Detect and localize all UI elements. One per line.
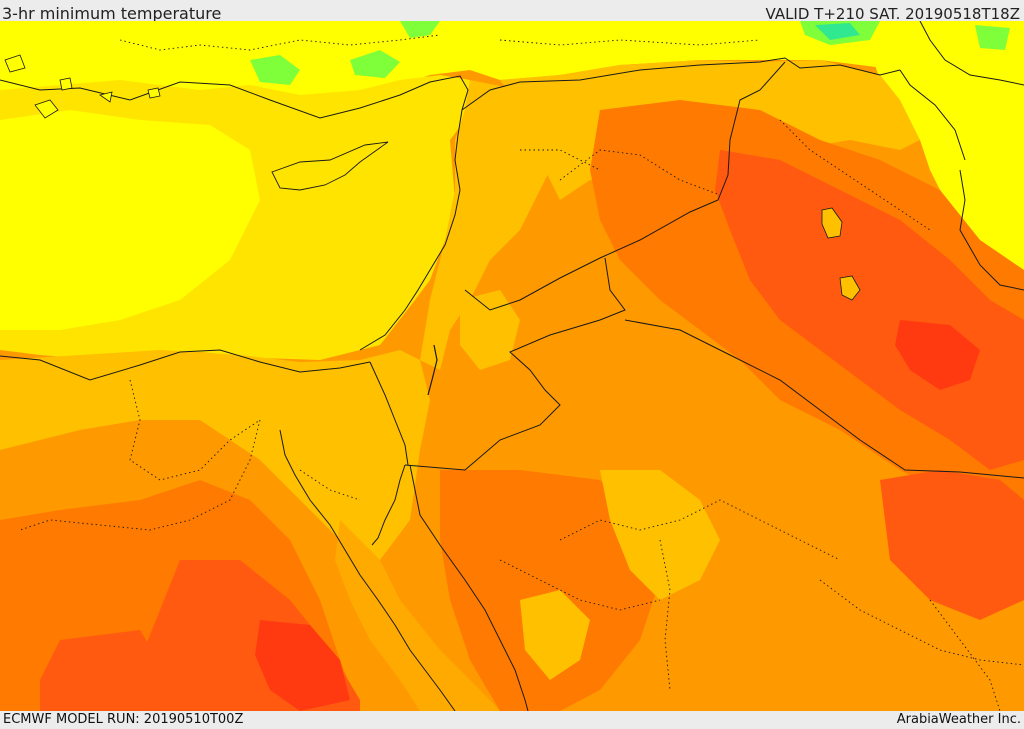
field-red-sea [335,520,500,711]
field-arabia-deep [440,470,660,711]
map-canvas [0,21,1024,711]
coastline-suez [279,429,456,711]
map-title: 3-hr minimum temperature [2,4,222,23]
border-syria-turkey [461,57,901,111]
aegean-islands [4,54,161,119]
lake-habbaniyah [839,275,861,301]
credit-label: ArabiaWeather Inc. [896,712,1021,727]
field-jordan-light [460,290,520,370]
coastline-turkey [0,75,469,191]
border-iraq-iran [899,69,966,161]
field-northeast-yellow [870,21,1024,290]
field-gulf-hot [880,470,1024,620]
coastline-arabia [409,464,529,711]
field-iraq-core [895,320,980,390]
coastline-gulf [959,169,1024,291]
field-med-west [0,110,260,330]
admin-boundaries [19,34,1024,711]
header-bar: 3-hr minimum temperature VALID T+210 SAT… [0,0,1024,23]
field-arabia-light [600,470,720,600]
dead-sea [427,344,438,396]
field-green-north [400,21,440,38]
border-jordan-saudi [404,257,626,471]
field-hejaz-light [520,590,590,680]
field-north-yellow [0,21,1024,250]
border-iraq-saudi [624,319,1024,479]
border-syria-iraq [464,61,786,311]
valid-time-label: VALID T+210 SAT. 20190518T18Z [765,5,1020,23]
field-iraq-hot [715,150,1024,470]
model-run-label: ECMWF MODEL RUN: 20190510T00Z [3,712,244,727]
coastline-egypt [0,349,371,381]
footer-bar: ECMWF MODEL RUN: 20190510T00Z ArabiaWeat… [0,711,1024,729]
coastline-levant [359,189,461,351]
field-levant [420,80,560,370]
field-green-turkey2 [350,50,400,78]
field-sudan-core [255,620,350,711]
lake-tharthar [821,207,843,239]
field-egypt-hot [40,630,170,711]
coastline-aqaba [371,464,406,546]
field-sinai [0,350,430,560]
field-cyan-iran [815,23,860,40]
field-green-ne [975,25,1010,50]
island-cyprus [271,141,389,191]
coastline-caspian [919,21,1024,86]
border-egypt-israel [369,361,409,466]
field-green-turkey [250,55,300,85]
temperature-map [0,21,1024,711]
